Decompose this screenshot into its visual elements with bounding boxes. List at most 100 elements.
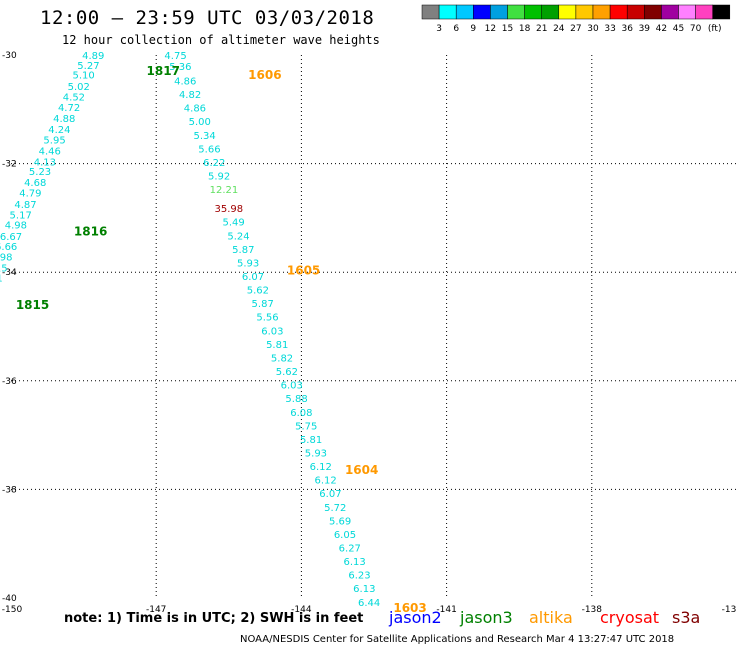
swh-reading: 5.81 xyxy=(300,435,322,446)
legend-label: 12 xyxy=(485,24,496,34)
satellite-jason3: jason3 xyxy=(460,608,513,627)
swh-reading: 6.27 xyxy=(339,544,361,555)
lon-tick-label: -150 xyxy=(2,605,23,615)
lon-tick-label: -141 xyxy=(436,605,456,615)
lat-tick-label: -40 xyxy=(2,594,17,604)
lon-tick-label: -147 xyxy=(146,605,166,615)
swh-reading: 6.66 xyxy=(0,242,17,253)
swh-reading: 6.22 xyxy=(203,158,225,169)
legend-label: 33 xyxy=(604,24,615,34)
swh-reading: 6.13 xyxy=(344,557,366,568)
swh-reading: 4.86 xyxy=(174,77,196,88)
swh-reading: 6.03 xyxy=(261,326,283,337)
legend-label: 42 xyxy=(656,24,667,34)
satellite-jason2: jason2 xyxy=(389,608,442,627)
time-label: 1604 xyxy=(345,463,378,477)
legend-swatch xyxy=(712,4,731,20)
swh-reading: 5.92 xyxy=(208,172,230,183)
legend-label: 21 xyxy=(536,24,547,34)
swh-reading: 5.75 xyxy=(295,421,317,432)
swh-reading: 5.88 xyxy=(285,394,307,405)
legend-label: 27 xyxy=(570,24,581,34)
legend-label: 3 xyxy=(436,24,442,34)
swh-reading: 6.05 xyxy=(334,530,356,541)
note-text: note: 1) Time is in UTC; 2) SWH is in fe… xyxy=(64,611,364,626)
legend-label: 15 xyxy=(502,24,513,34)
swh-reading: 5.56 xyxy=(256,313,278,324)
swh-reading: 4.13 xyxy=(34,157,56,168)
satellite-cryosat: cryosat xyxy=(600,608,660,627)
lat-tick-label: -30 xyxy=(2,51,17,61)
lat-tick-label: -38 xyxy=(2,485,17,495)
swh-reading: 5.02 xyxy=(68,82,90,93)
swh-reading: 6.07 xyxy=(242,272,264,283)
page-subtitle: 12 hour collection of altimeter wave hei… xyxy=(62,33,380,47)
legend-label: 18 xyxy=(519,24,531,34)
swh-reading: 5.10 xyxy=(72,71,94,82)
legend-label: 6 xyxy=(453,24,459,34)
swh-reading: 5.49 xyxy=(223,218,245,229)
swh-reading: 4.52 xyxy=(63,92,85,103)
lat-tick-label: -32 xyxy=(2,160,17,170)
legend-label: 39 xyxy=(639,24,651,34)
swh-reading: 5.93 xyxy=(305,448,327,459)
swh-reading: 6.13 xyxy=(353,584,375,595)
swh-reading: 5.00 xyxy=(189,117,211,128)
swh-reading: 6.03 xyxy=(281,381,303,392)
color-legend: 3 6 9 12 15 18 21 24 27 30 33 36 39 42 45 70 (ft) xyxy=(421,4,731,34)
swh-reading: 5.72 xyxy=(324,503,346,514)
time-label: 1817 xyxy=(147,64,180,78)
legend-label: 9 xyxy=(470,24,476,34)
swh-reading: 6.67 xyxy=(0,232,22,243)
swh-reading: 4.98 xyxy=(5,220,27,231)
swh-reading: 5.23 xyxy=(29,167,51,178)
swh-reading: 4.72 xyxy=(58,103,80,114)
time-label: 1816 xyxy=(74,224,107,238)
swh-reading: 5.24 xyxy=(227,231,249,242)
swh-reading: 5.62 xyxy=(247,286,269,297)
legend-label: 70 xyxy=(690,24,702,34)
legend-label: 45 xyxy=(673,24,684,34)
swh-reading: 5.87 xyxy=(232,245,254,256)
swh-reading: 5.81 xyxy=(266,340,288,351)
legend-label: 24 xyxy=(553,24,565,34)
swh-reading: 7.15 xyxy=(0,263,8,274)
legend-label: 30 xyxy=(587,24,599,34)
swh-reading: 4.79 xyxy=(19,188,41,199)
swh-reading: 12.21 xyxy=(210,185,239,196)
lat-tick-label: -36 xyxy=(2,377,17,387)
page-title: 12:00 – 23:59 UTC 03/03/2018 xyxy=(40,7,375,29)
swh-reading: 5.69 xyxy=(329,516,351,527)
time-label: 1605 xyxy=(287,263,320,277)
swh-reading: 5.93 xyxy=(237,258,259,269)
swh-reading: 4.68 xyxy=(24,178,46,189)
swh-reading: 4.87 xyxy=(14,200,36,211)
swh-reading: 5.62 xyxy=(276,367,298,378)
lat-tick-label: -34 xyxy=(2,268,17,278)
time-label: 1815 xyxy=(16,298,49,312)
swh-reading: 5.36 xyxy=(169,62,191,73)
swh-reading: 5.17 xyxy=(10,211,32,222)
swh-reading: 4.86 xyxy=(184,104,206,115)
satellite-s3a: s3a xyxy=(672,608,701,627)
swh-reading: 4.24 xyxy=(48,125,70,136)
swh-reading: 5.66 xyxy=(198,144,220,155)
swh-reading: 6.12 xyxy=(310,462,332,473)
lon-tick-label: -144 xyxy=(291,605,312,615)
swh-reading: 4.82 xyxy=(179,90,201,101)
swh-reading: 8.11 xyxy=(0,274,3,285)
time-label: 1606 xyxy=(248,68,281,82)
legend-unit: (ft) xyxy=(708,24,722,34)
swh-reading: 5.87 xyxy=(252,299,274,310)
lon-tick-label: -138 xyxy=(582,605,603,615)
legend-label: 36 xyxy=(621,24,633,34)
swh-reading: 6.12 xyxy=(314,476,336,487)
swh-reading: 4.75 xyxy=(164,51,186,62)
swh-reading: 4.46 xyxy=(39,147,61,158)
time-label: 1603 xyxy=(393,601,426,615)
satellite-altika: altika xyxy=(529,608,573,627)
swh-reading: 35.98 xyxy=(214,204,243,215)
swh-reading: 6.07 xyxy=(319,489,341,500)
credit-text: NOAA/NESDIS Center for Satellite Applica… xyxy=(240,634,675,645)
